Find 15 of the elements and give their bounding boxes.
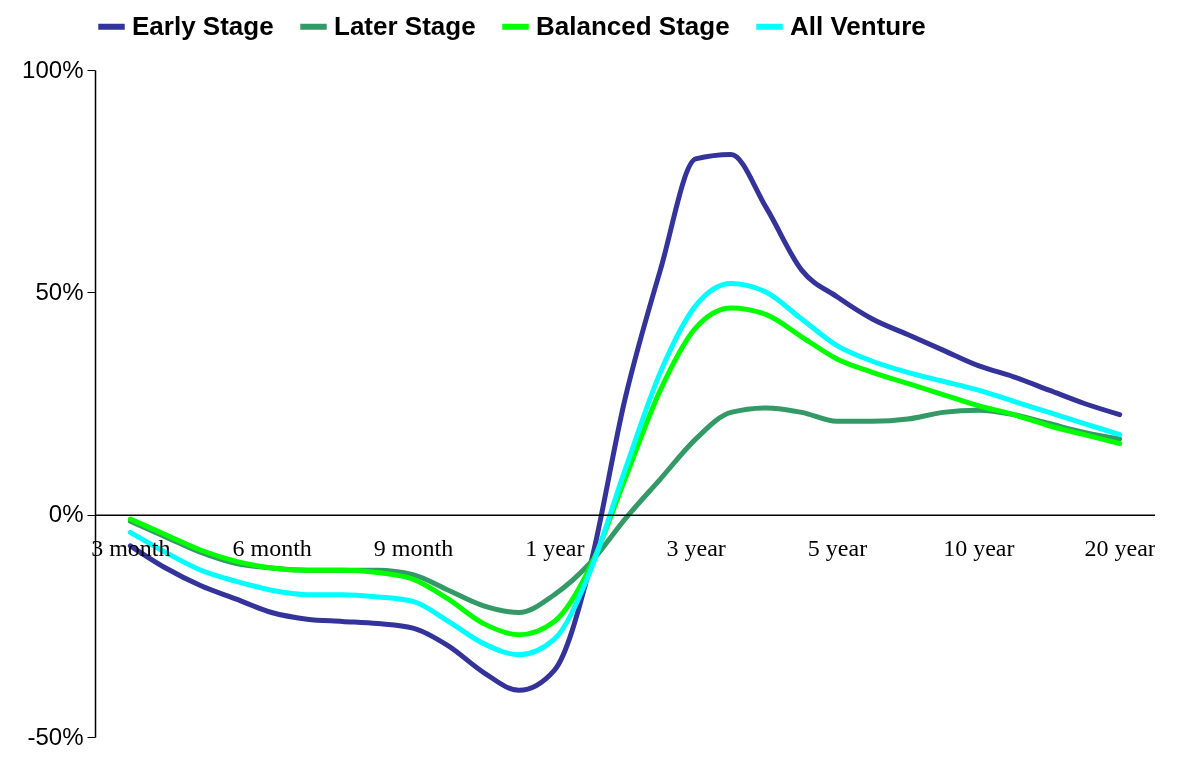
- x-tick-label: 5 year: [807, 535, 868, 562]
- x-tick-label: 6 month: [232, 535, 312, 562]
- y-tick-label: 100%: [22, 55, 84, 83]
- legend-label: Early Stage: [132, 10, 274, 41]
- legend-label: All Venture: [790, 10, 926, 41]
- legend-label: Later Stage: [334, 10, 476, 41]
- y-tick-label: -50%: [27, 722, 84, 750]
- x-tick-label: 20 year: [1084, 535, 1156, 562]
- x-tick-label: 10 year: [943, 535, 1015, 562]
- legend-label: Balanced Stage: [536, 10, 730, 41]
- x-tick-label: 9 month: [373, 535, 454, 562]
- y-tick-label: 0%: [48, 500, 84, 528]
- x-tick-label: 3 year: [666, 535, 726, 562]
- x-tick-label: 1 year: [525, 535, 585, 562]
- y-tick-label: 50%: [35, 277, 84, 305]
